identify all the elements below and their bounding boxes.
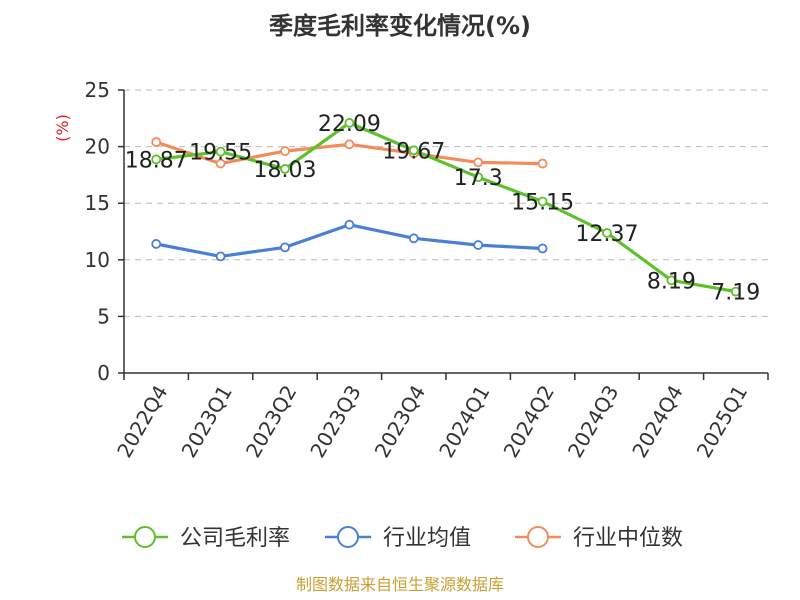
source-note: 制图数据来自恒生聚源数据库 [296, 575, 504, 594]
grid [124, 89, 768, 317]
point-s1-2022Q4 [151, 239, 162, 249]
data-label-2023Q3: 22.09 [318, 112, 381, 137]
data-label-2024Q2: 15.15 [511, 191, 574, 216]
y-tick-label-5: 5 [97, 304, 110, 328]
point-s1-2023Q3 [344, 219, 355, 230]
point-s0-2025Q1 [730, 286, 741, 297]
data-label-2022Q4: 18.87 [125, 148, 188, 173]
x-tick-label-2023Q4: 2023Q4 [370, 381, 430, 462]
data-label-2025Q1: 7.19 [711, 281, 760, 306]
data-label-2024Q1: 17.3 [454, 166, 503, 191]
data-label-2023Q4: 19.67 [382, 139, 445, 164]
x-tick-label-2025Q1: 2025Q1 [692, 381, 752, 462]
legend-label-0: 公司毛利率 [180, 526, 290, 551]
point-s0-2024Q3 [602, 228, 612, 238]
y-tick-label-15: 15 [85, 191, 110, 215]
y-axis-label: (%) [53, 114, 72, 142]
y-tick-label-20: 20 [85, 135, 110, 159]
point-s0-2024Q1 [473, 172, 484, 183]
data-label-2023Q2: 18.03 [254, 158, 317, 183]
x-tick-label-2023Q3: 2023Q3 [305, 381, 365, 462]
x-tick-label-2024Q1: 2024Q1 [434, 381, 494, 462]
point-s2-2023Q2 [280, 146, 290, 157]
legend-label-1: 行业均值 [383, 526, 471, 551]
series-line-0 [156, 121, 737, 294]
point-s0-2023Q2 [280, 164, 290, 174]
point-s1-2023Q2 [280, 242, 290, 253]
point-s0-2023Q4 [408, 145, 419, 156]
point-s2-2023Q1 [215, 158, 226, 169]
x-tick-label-2024Q2: 2024Q2 [499, 381, 559, 462]
legend-marker-0 [134, 526, 156, 548]
y-ticks: 0 5 10 15 20 25 [85, 78, 124, 385]
point-s2-2024Q2 [537, 158, 548, 169]
point-s0-2024Q2 [537, 196, 548, 207]
data-label-2023Q1: 19.55 [189, 141, 252, 166]
x-ticks: 2022Q4 2023Q1 2023Q2 2023Q3 2023Q4 2024Q1 2024… [112, 373, 769, 462]
x-tick-label-2022Q4: 2022Q4 [112, 381, 172, 462]
y-tick-label-0: 0 [97, 361, 110, 385]
point-s1-2024Q1 [473, 240, 484, 250]
point-s0-2023Q1 [215, 146, 226, 157]
point-s2-2024Q1 [473, 157, 484, 168]
x-tick-label-2023Q2: 2023Q2 [241, 381, 301, 462]
x-tick-label-2024Q3: 2024Q3 [563, 381, 623, 462]
point-s0-2022Q4 [151, 154, 162, 165]
legend-marker-2 [527, 526, 549, 548]
point-s0-2024Q4 [666, 275, 677, 286]
x-tick-label-2023Q1: 2023Q1 [177, 381, 237, 462]
legend: 公司毛利率 行业均值 行业中位数 [122, 526, 683, 551]
data-label-2024Q3: 12.37 [576, 222, 639, 247]
y-tick-label-10: 10 [85, 248, 110, 272]
point-s2-2023Q3 [344, 139, 355, 150]
point-s1-2023Q1 [215, 251, 226, 262]
point-s2-2022Q4 [151, 137, 162, 147]
point-s1-2023Q4 [408, 233, 419, 244]
chart-title: 季度毛利率变化情况(%) [269, 12, 531, 40]
data-label-2024Q4: 8.19 [647, 269, 696, 294]
y-tick-label-25: 25 [85, 78, 110, 102]
x-tick-label-2024Q4: 2024Q4 [627, 381, 687, 462]
legend-label-2: 行业中位数 [573, 526, 683, 551]
point-s1-2024Q2 [537, 243, 548, 254]
series-group [151, 118, 741, 297]
legend-marker-1 [337, 526, 359, 548]
axes [123, 90, 768, 374]
point-s0-2023Q3 [344, 118, 355, 128]
